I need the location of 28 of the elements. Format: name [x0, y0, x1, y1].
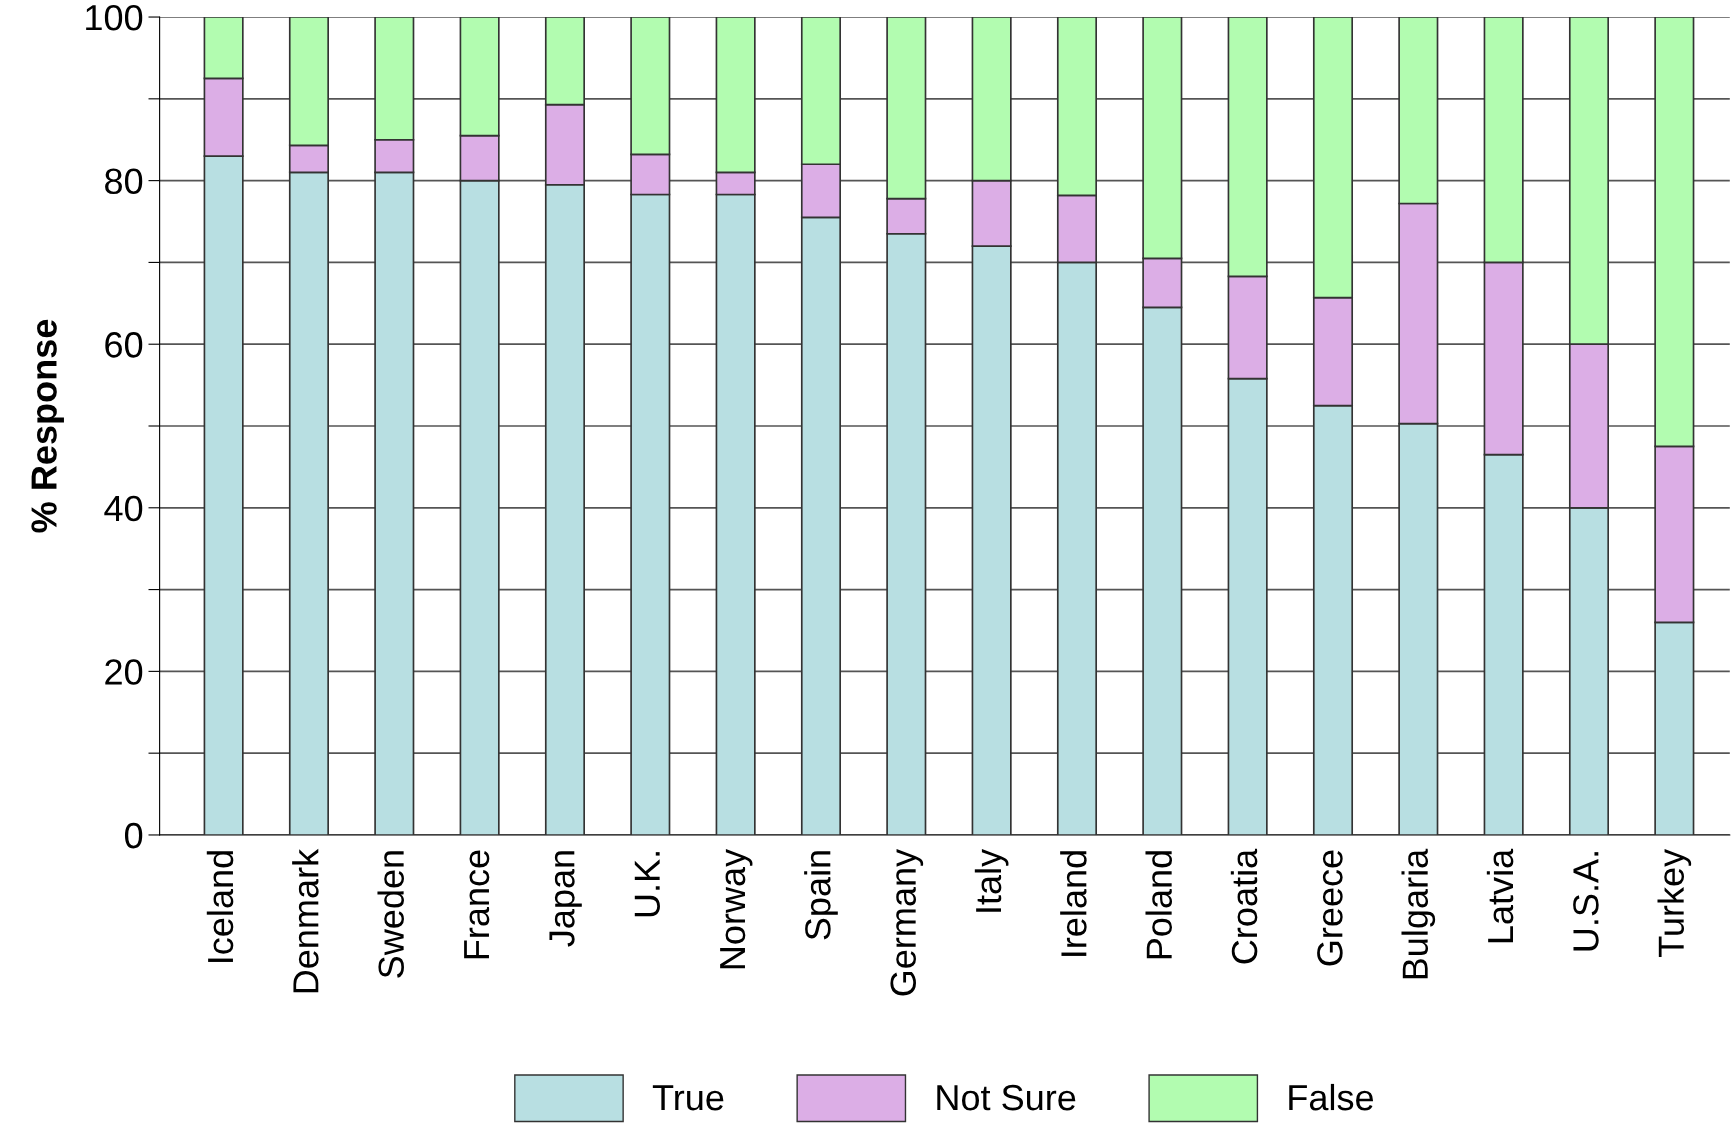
legend-label: Not Sure — [937, 1084, 1076, 1111]
x-tick-label: Greece — [1317, 850, 1343, 966]
x-tick-label: Denmark — [292, 848, 319, 993]
x-tick-label: Japan — [549, 851, 582, 947]
legend-label: False — [1289, 1083, 1374, 1111]
legend-label: True — [652, 1085, 724, 1111]
x-tick-label: U.K. — [634, 852, 660, 917]
x-tick-label: Sweden — [377, 851, 404, 978]
y-tick-label: 60 — [105, 332, 143, 358]
x-tick-label: Norway — [720, 848, 753, 969]
x-tick-label: Spain — [804, 851, 838, 940]
y-tick-label: 20 — [105, 659, 143, 685]
x-tick-label: Bulgaria — [1401, 848, 1436, 979]
x-tick-label: France — [464, 850, 490, 959]
x-tick-label: Italy — [974, 848, 1009, 912]
y-tick-label: 80 — [105, 168, 143, 195]
x-tick-label: Turkey — [1657, 848, 1692, 958]
x-tick-label: Ireland — [1060, 851, 1087, 956]
x-tick-label: U.S.A. — [1573, 852, 1599, 951]
y-tick-label: 40 — [104, 495, 143, 522]
x-tick-label: Poland — [1145, 851, 1173, 959]
x-tick-label: Latvia — [1486, 848, 1514, 943]
x-tick-label: Germany — [890, 848, 924, 996]
x-tick-label: Croatia — [1230, 848, 1258, 964]
y-tick-label: 0 — [124, 822, 143, 849]
y-axis-title: % Response — [31, 319, 64, 533]
y-tick-label: 100 — [86, 4, 143, 31]
x-tick-label: Iceland — [206, 851, 234, 962]
